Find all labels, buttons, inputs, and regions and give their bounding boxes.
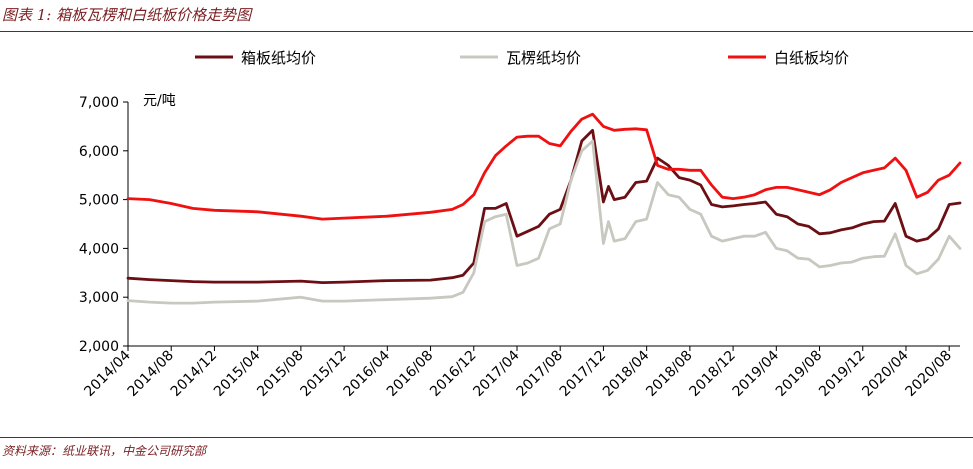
y-tick-label: 5,000	[79, 193, 119, 209]
x-tick-label: 2014/04	[81, 347, 134, 400]
top-divider	[0, 31, 973, 32]
x-tick-label: 2016/12	[427, 348, 479, 400]
series-line	[126, 139, 962, 305]
x-tick-label: 2014/12	[168, 348, 220, 400]
legend-label: 白纸板均价	[774, 49, 849, 67]
y-tick-label: 4,000	[79, 241, 119, 257]
series-line	[126, 112, 962, 221]
y-tick-label: 7,000	[79, 95, 119, 111]
x-tick-label: 2015/12	[297, 348, 349, 400]
x-tick-label: 2016/04	[341, 347, 394, 400]
legend-label: 瓦楞纸均价	[506, 49, 581, 67]
x-tick-label: 2019/04	[730, 347, 783, 400]
source-note: 资料来源：纸业联讯，中金公司研究部	[2, 444, 207, 458]
y-tick-label: 3,000	[79, 290, 119, 306]
x-tick-label: 2015/04	[211, 347, 264, 400]
x-tick-label: 2016/08	[384, 348, 436, 400]
x-tick-label: 2018/08	[643, 348, 695, 400]
x-tick-label: 2020/04	[859, 347, 912, 400]
legend-label: 箱板纸均价	[241, 49, 316, 67]
y-tick-label: 2,000	[79, 339, 119, 355]
x-tick-label: 2015/08	[254, 348, 306, 400]
chart-series-lines	[126, 112, 962, 305]
x-tick-label: 2019/12	[816, 348, 868, 400]
x-tick-label: 2020/08	[903, 348, 955, 400]
x-tick-label: 2014/08	[125, 348, 177, 400]
y-tick-label: 6,000	[79, 144, 119, 160]
chart-legend: 箱板纸均价 瓦楞纸均价 白纸板均价	[195, 49, 849, 67]
series-line	[126, 128, 962, 285]
x-tick-label: 2018/04	[600, 347, 653, 400]
bottom-divider	[0, 437, 973, 438]
x-tick-label: 2017/12	[557, 348, 609, 400]
x-tick-label: 2017/08	[514, 348, 566, 400]
y-axis-unit-label: 元/吨	[143, 93, 176, 109]
x-tick-label: 2019/08	[773, 348, 825, 400]
chart-axes: 2,0003,0004,0005,0006,0007,0002014/04201…	[79, 95, 960, 400]
x-tick-label: 2018/12	[686, 348, 738, 400]
figure-title: 图表 1: 箱板瓦楞和白纸板价格走势图	[2, 6, 252, 24]
x-tick-label: 2017/04	[470, 347, 523, 400]
